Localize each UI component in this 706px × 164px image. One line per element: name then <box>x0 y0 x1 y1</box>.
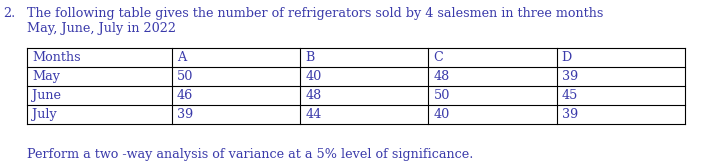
Text: 48: 48 <box>433 70 450 83</box>
Text: May, June, July in 2022: May, June, July in 2022 <box>27 22 176 35</box>
Text: 44: 44 <box>305 108 321 121</box>
Text: 45: 45 <box>562 89 578 102</box>
Text: 39: 39 <box>176 108 193 121</box>
Text: 2.: 2. <box>3 7 16 20</box>
Text: D: D <box>562 51 572 64</box>
Text: 39: 39 <box>562 108 578 121</box>
Text: 50: 50 <box>433 89 450 102</box>
Text: 40: 40 <box>305 70 321 83</box>
Text: May: May <box>32 70 60 83</box>
Text: Months: Months <box>32 51 80 64</box>
Text: 48: 48 <box>305 89 321 102</box>
Text: 46: 46 <box>176 89 193 102</box>
Text: Perform a two -way analysis of variance at a 5% level of significance.: Perform a two -way analysis of variance … <box>27 148 474 161</box>
Text: B: B <box>305 51 314 64</box>
Text: 39: 39 <box>562 70 578 83</box>
Text: July: July <box>32 108 56 121</box>
Text: June: June <box>32 89 61 102</box>
Text: A: A <box>176 51 186 64</box>
Text: The following table gives the number of refrigerators sold by 4 salesmen in thre: The following table gives the number of … <box>27 7 604 20</box>
Text: 50: 50 <box>176 70 193 83</box>
Text: C: C <box>433 51 443 64</box>
Text: 40: 40 <box>433 108 450 121</box>
